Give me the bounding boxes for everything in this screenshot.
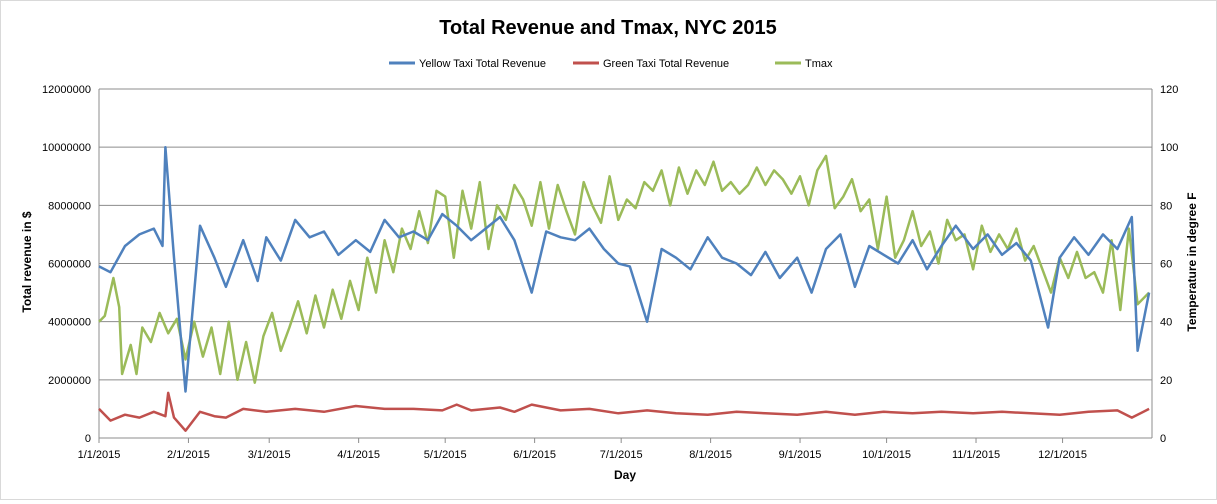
- y2-tick-label: 40: [1160, 317, 1172, 329]
- legend: Yellow Taxi Total Revenue Green Taxi Tota…: [389, 58, 833, 70]
- x-tick-label: 8/1/2015: [689, 449, 732, 461]
- y2-tick-label: 120: [1160, 84, 1178, 96]
- series-line-yellow-taxi-total-revenue: [98, 145, 1151, 393]
- y2-tick-label: 20: [1160, 375, 1172, 387]
- legend-label: Green Taxi Total Revenue: [603, 58, 729, 70]
- x-axis-ticks: 1/1/2015 2/1/2015 3/1/2015 4/1/2015 5/1/2015…: [78, 438, 1087, 461]
- x-tick-label: 1/1/2015: [78, 449, 121, 461]
- series-line-green-taxi-total-revenue: [98, 391, 1150, 432]
- y-axis-ticks: 0 2000000 4000000 6000000 8000000 10000000 120…: [42, 84, 91, 445]
- y2-tick-label: 60: [1160, 259, 1172, 271]
- legend-label: Tmax: [805, 58, 833, 70]
- x-tick-label: 12/1/2015: [1038, 449, 1087, 461]
- series-group: [98, 145, 1151, 432]
- x-tick-label: 3/1/2015: [248, 449, 291, 461]
- x-tick-label: 4/1/2015: [337, 449, 380, 461]
- x-tick-label: 9/1/2015: [779, 449, 822, 461]
- chart-title: Total Revenue and Tmax, NYC 2015: [439, 17, 777, 39]
- y2-tick-label: 80: [1160, 200, 1172, 212]
- series-line-tmax: [98, 154, 1150, 384]
- gridlines: [99, 88, 1152, 439]
- y-tick-label: 2000000: [48, 375, 91, 387]
- y-tick-label: 10000000: [42, 142, 91, 154]
- x-axis-label: Day: [614, 468, 636, 482]
- y2-axis-ticks: 0 20 40 60 80 100 120: [1160, 84, 1178, 445]
- y-tick-label: 0: [85, 433, 91, 445]
- y2-tick-label: 0: [1160, 433, 1166, 445]
- y-tick-label: 6000000: [48, 259, 91, 271]
- x-tick-label: 6/1/2015: [513, 449, 556, 461]
- y2-tick-label: 100: [1160, 142, 1178, 154]
- y-tick-label: 12000000: [42, 84, 91, 96]
- x-tick-label: 10/1/2015: [862, 449, 911, 461]
- x-tick-label: 7/1/2015: [600, 449, 643, 461]
- x-tick-label: 5/1/2015: [424, 449, 467, 461]
- y-tick-label: 4000000: [48, 317, 91, 329]
- y2-axis-label: Temperature in degree F: [1185, 192, 1199, 331]
- x-tick-label: 11/1/2015: [952, 449, 1000, 461]
- y-axis-label: Total revenue in $: [20, 211, 34, 312]
- y-tick-label: 8000000: [48, 200, 91, 212]
- legend-label: Yellow Taxi Total Revenue: [419, 58, 546, 70]
- x-tick-label: 2/1/2015: [167, 449, 210, 461]
